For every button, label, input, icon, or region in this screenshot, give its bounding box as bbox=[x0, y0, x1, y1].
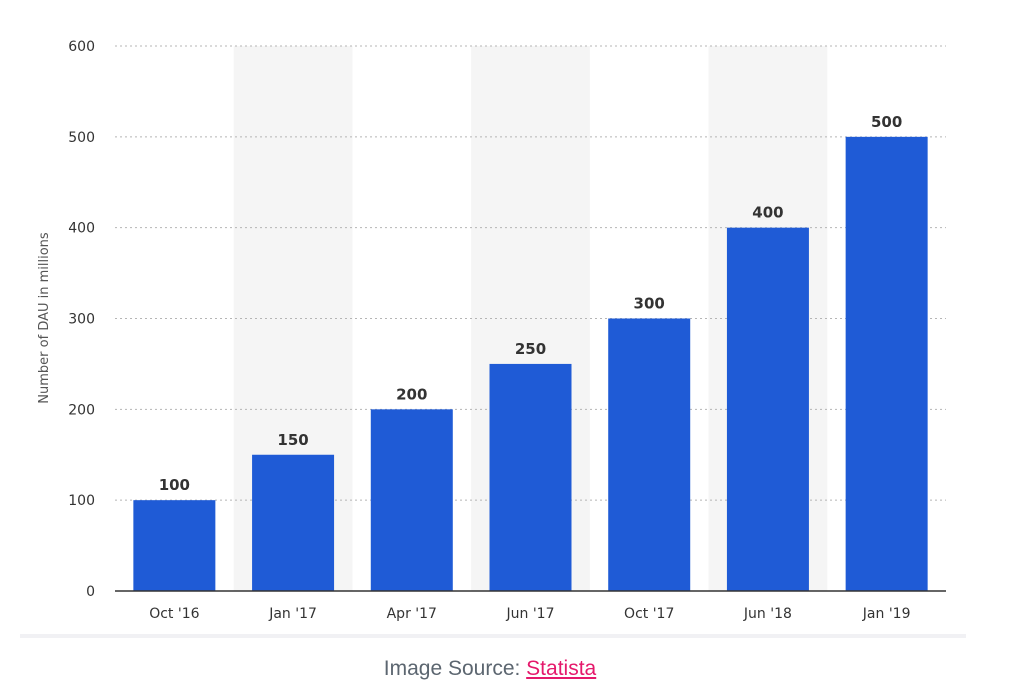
bar[interactable] bbox=[370, 409, 453, 591]
bar[interactable] bbox=[608, 318, 691, 592]
value-label: 300 bbox=[634, 295, 665, 313]
x-tick-label: Apr '17 bbox=[387, 606, 437, 622]
value-label: 100 bbox=[159, 476, 190, 494]
y-tick-label: 0 bbox=[86, 584, 95, 600]
y-tick-label: 300 bbox=[68, 312, 95, 328]
x-tick-label: Oct '16 bbox=[149, 606, 199, 622]
y-tick-label: 500 bbox=[68, 130, 95, 146]
bar[interactable] bbox=[133, 500, 216, 591]
x-tick-label: Jun '18 bbox=[743, 606, 792, 622]
bar-chart: 0 100 200 300 400 500 600 100 150 200 250 300 400 50… bbox=[37, 39, 946, 622]
x-tick-label: Jun '17 bbox=[506, 606, 555, 622]
value-label: 200 bbox=[396, 385, 427, 403]
value-label: 250 bbox=[515, 340, 546, 358]
bar[interactable] bbox=[489, 363, 572, 591]
y-tick-label: 600 bbox=[68, 39, 95, 55]
y-axis-title: Number of DAU in millions bbox=[37, 232, 52, 404]
image-source: Image Source: Statista bbox=[0, 657, 980, 681]
x-tick-labels: Oct '16 Jan '17 Apr '17 Jun '17 Oct '17 Jun '… bbox=[149, 606, 910, 622]
value-label: 400 bbox=[752, 204, 783, 222]
value-labels: 100 150 200 250 300 400 500 bbox=[159, 113, 903, 494]
source-link[interactable]: Statista bbox=[526, 657, 597, 680]
bar[interactable] bbox=[726, 227, 809, 591]
x-tick-label: Jan '17 bbox=[268, 606, 317, 622]
bar[interactable] bbox=[252, 454, 335, 591]
x-tick-label: Oct '17 bbox=[624, 606, 674, 622]
bar[interactable] bbox=[845, 136, 928, 592]
source-prefix: Image Source: bbox=[383, 657, 527, 680]
y-tick-label: 200 bbox=[68, 402, 95, 418]
value-label: 150 bbox=[277, 431, 308, 449]
bars bbox=[133, 136, 928, 592]
value-label: 500 bbox=[871, 113, 902, 131]
y-tick-label: 100 bbox=[68, 493, 95, 509]
x-tick-label: Jan '19 bbox=[862, 606, 911, 622]
y-tick-label: 400 bbox=[68, 221, 95, 237]
y-tick-labels: 0 100 200 300 400 500 600 bbox=[68, 39, 95, 600]
divider bbox=[20, 634, 966, 638]
